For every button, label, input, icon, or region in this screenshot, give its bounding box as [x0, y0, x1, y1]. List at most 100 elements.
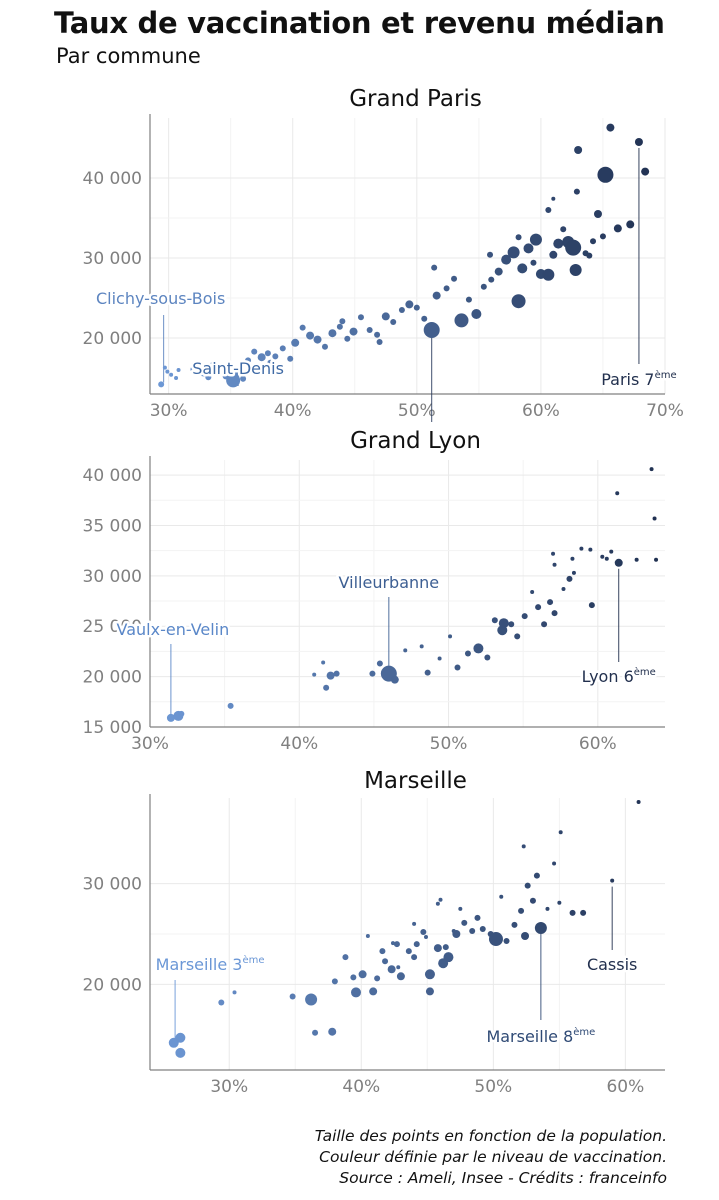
y-tick-label: 20 000 — [83, 668, 142, 688]
data-point — [162, 365, 167, 370]
data-point — [557, 900, 562, 905]
chart-caption: Taille des points en fonction de la popu… — [315, 1126, 667, 1189]
panel-title: Grand Paris — [349, 86, 482, 112]
data-point — [615, 491, 620, 496]
data-point — [523, 243, 534, 254]
annotation-label: Saint-Denis — [192, 359, 284, 378]
data-point — [411, 954, 418, 961]
data-point — [507, 246, 520, 259]
scatter-panel-marseille: Marseille 30% 40% 50% 60% 20 000 30 000 Marseil… — [0, 762, 719, 1102]
data-point — [331, 978, 338, 985]
data-point — [344, 335, 351, 342]
data-point — [511, 294, 526, 309]
data-point — [413, 304, 420, 311]
data-point — [534, 921, 547, 934]
scatter-plot-grand-lyon: Grand Lyon 30% 40% 50% 60% 15 000 20 000 25 000… — [83, 428, 665, 754]
x-tick-label: 30% — [131, 734, 169, 754]
data-point — [573, 188, 580, 195]
data-point — [454, 664, 461, 671]
annotation-label: Cassis — [587, 955, 637, 974]
data-point — [312, 672, 317, 677]
scatter-panel-grand-paris: Grand Paris 30% 40% 50% 60% 70% 20 000 30 000 40… — [0, 82, 719, 422]
x-tick-label: 60% — [579, 734, 617, 754]
annotation-label: Lyon 6ème — [582, 666, 656, 686]
data-point — [349, 327, 358, 336]
data-point — [175, 1032, 186, 1043]
data-point — [405, 948, 412, 955]
data-point — [376, 339, 383, 345]
data-point — [473, 643, 484, 654]
data-point — [218, 999, 225, 1006]
data-point — [634, 138, 643, 146]
data-point — [176, 368, 181, 372]
data-point — [166, 713, 175, 722]
panel-title: Marseille — [364, 768, 467, 794]
data-point — [425, 987, 434, 996]
data-point — [365, 934, 370, 939]
data-point — [561, 586, 566, 591]
data-point — [245, 357, 252, 364]
data-point — [641, 167, 650, 176]
data-point — [369, 987, 378, 996]
data-point — [610, 878, 615, 883]
data-point — [551, 610, 558, 617]
data-point — [590, 238, 597, 245]
data-point — [479, 925, 486, 932]
data-point — [339, 318, 346, 325]
data-point — [542, 268, 555, 281]
data-point — [588, 547, 593, 552]
annotation-label: Vaulx-en-Velin — [117, 620, 230, 639]
data-point — [251, 348, 258, 355]
annotation-label: Marseille 8ème — [486, 1026, 595, 1046]
data-point — [511, 921, 518, 928]
data-point — [499, 894, 504, 899]
data-point — [374, 331, 381, 338]
data-point — [599, 233, 606, 240]
data-point — [484, 654, 491, 661]
data-point — [443, 285, 450, 292]
data-point — [541, 621, 548, 628]
data-point — [451, 275, 458, 282]
y-tick-label: 30 000 — [83, 875, 142, 895]
data-point — [321, 660, 326, 665]
data-point — [358, 970, 367, 979]
data-point — [382, 958, 389, 965]
data-point — [376, 660, 383, 667]
data-point — [545, 207, 552, 213]
data-point — [474, 914, 481, 921]
data-point — [552, 861, 557, 866]
data-point — [533, 872, 540, 879]
data-point — [465, 296, 472, 303]
x-tick-label: 60% — [606, 1077, 644, 1097]
data-point — [158, 381, 165, 388]
x-tick-label: 50% — [474, 1077, 512, 1097]
scatter-plot-grand-paris: Grand Paris 30% 40% 50% 60% 70% 20 000 30 000 40… — [83, 86, 684, 422]
data-point — [424, 969, 435, 980]
data-point — [419, 644, 424, 649]
data-point — [267, 359, 274, 366]
data-point — [469, 927, 476, 934]
data-point — [609, 549, 614, 554]
data-point — [369, 670, 376, 677]
data-point — [321, 343, 328, 350]
data-point — [448, 634, 453, 639]
annotation-label: Paris 7ème — [601, 369, 676, 389]
data-point — [508, 621, 515, 628]
data-point — [443, 952, 454, 963]
data-point — [524, 882, 531, 889]
data-point — [175, 1047, 186, 1058]
data-point — [328, 1027, 337, 1036]
data-point — [529, 233, 542, 246]
data-point — [501, 254, 512, 265]
data-point — [565, 239, 582, 256]
data-point — [487, 251, 494, 258]
y-tick-label: 20 000 — [83, 975, 142, 995]
y-tick-label: 25 000 — [83, 617, 142, 637]
data-point — [421, 315, 428, 322]
data-point — [547, 599, 554, 606]
annotation-label: Villeurbanne — [339, 573, 440, 592]
panel-title: Grand Lyon — [350, 428, 481, 454]
x-tick-label: 50% — [430, 734, 468, 754]
x-tick-label: 40% — [274, 401, 312, 421]
data-point — [257, 353, 266, 362]
